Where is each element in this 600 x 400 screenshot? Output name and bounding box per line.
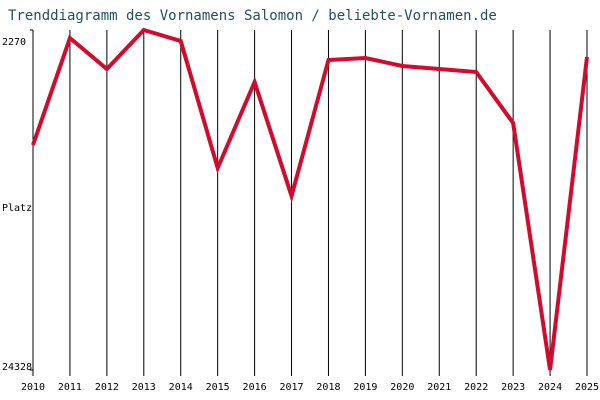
x-tick-label: 2019 bbox=[353, 382, 377, 393]
chart-title: Trenddiagramm des Vornamens Salomon / be… bbox=[8, 8, 497, 24]
x-tick-label: 2023 bbox=[501, 382, 525, 393]
series-line bbox=[31, 27, 589, 371]
x-tick-label: 2010 bbox=[21, 382, 45, 393]
x-tick-label: 2016 bbox=[243, 382, 267, 393]
x-tick-label: 2025 bbox=[575, 382, 599, 393]
x-tick-label: 2021 bbox=[427, 382, 451, 393]
x-tick-label: 2012 bbox=[95, 382, 119, 393]
y-axis-label: Platz bbox=[2, 203, 32, 214]
x-tick-label: 2011 bbox=[58, 382, 82, 393]
x-tick-label: 2014 bbox=[169, 382, 193, 393]
x-tick-label: 2018 bbox=[316, 382, 340, 393]
x-tick-label: 2024 bbox=[538, 382, 562, 393]
y-tick-label: 24328 bbox=[2, 362, 32, 373]
x-tick-label: 2013 bbox=[132, 382, 156, 393]
x-tick-label: 2015 bbox=[206, 382, 230, 393]
x-tick-label: 2020 bbox=[390, 382, 414, 393]
x-tick-label: 2017 bbox=[279, 382, 303, 393]
x-tick-label: 2022 bbox=[464, 382, 488, 393]
y-tick-label: 2270 bbox=[2, 37, 26, 48]
